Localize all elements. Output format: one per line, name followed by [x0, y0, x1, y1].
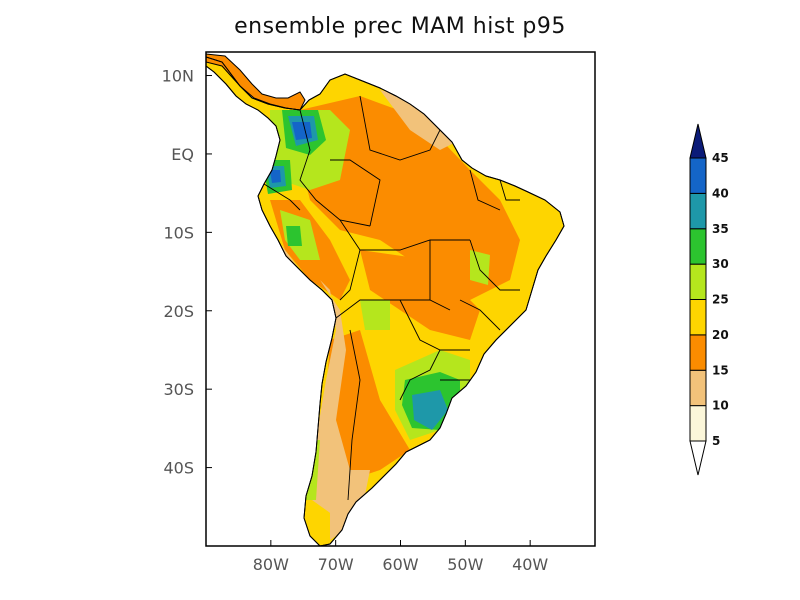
field-lightorange-patagonia	[330, 470, 370, 540]
colorbar-box	[689, 192, 707, 230]
x-tick-label: 70W	[318, 555, 354, 574]
x-tick-label: 50W	[447, 555, 483, 574]
y-tick-label: 10S	[163, 223, 194, 242]
colorbar-label: 30	[712, 257, 729, 271]
field-blue-ecuador	[270, 170, 281, 183]
field-lightgreen-bolivia	[360, 300, 390, 330]
field-lightorange-north	[380, 90, 460, 150]
field-green-peru	[286, 226, 302, 246]
colorbar-box	[689, 263, 707, 300]
field-teal-uruguay	[412, 390, 448, 430]
field-blue-colombia	[292, 122, 312, 140]
field-lightgreen-brazil	[470, 250, 490, 285]
colorbar-box	[689, 299, 707, 336]
y-tick-label: 10N	[162, 67, 194, 86]
field-orange-south	[326, 330, 410, 480]
y-tick-label: 30S	[163, 380, 194, 399]
country-borders	[263, 95, 520, 501]
map-title: ensemble prec MAM hist p95	[234, 14, 566, 39]
colorbar-over-arrow	[689, 123, 707, 159]
colorbar-box	[689, 405, 707, 442]
colorbar-box	[689, 157, 707, 194]
colorbar-box	[689, 334, 707, 371]
coastlines	[206, 56, 565, 546]
x-tick-label: 80W	[253, 555, 289, 574]
colorbar-label: 15	[712, 363, 729, 377]
central-america	[206, 53, 306, 111]
colorbar-label: 35	[712, 222, 729, 236]
field-lightorange-andes	[300, 260, 350, 520]
colorbar-label: 5	[712, 434, 720, 448]
y-tick-label: 40S	[163, 459, 194, 478]
field-orange-central	[360, 250, 480, 340]
colorbar-label: 10	[712, 399, 729, 413]
colorbar-label: 45	[712, 151, 729, 165]
colorbar-label: 40	[712, 186, 729, 200]
x-axis: 80W 70W 60W 50W 40W	[253, 540, 548, 574]
x-tick-label: 40W	[512, 555, 548, 574]
colorbar-under-arrow	[689, 440, 707, 476]
colorbar-box	[689, 228, 707, 265]
y-tick-label: EQ	[171, 145, 194, 164]
y-axis: 10N EQ 10S 20S 30S 40S	[162, 67, 212, 478]
colorbar-box	[689, 369, 707, 407]
colorbar-label: 25	[712, 293, 729, 307]
x-tick-label: 60W	[382, 555, 418, 574]
colorbar-label: 20	[712, 328, 729, 342]
field-orange-amazon	[300, 96, 520, 300]
y-tick-label: 20S	[163, 302, 194, 321]
colorbar: 5 10 15 20 25 30 35 40 45	[689, 123, 729, 476]
